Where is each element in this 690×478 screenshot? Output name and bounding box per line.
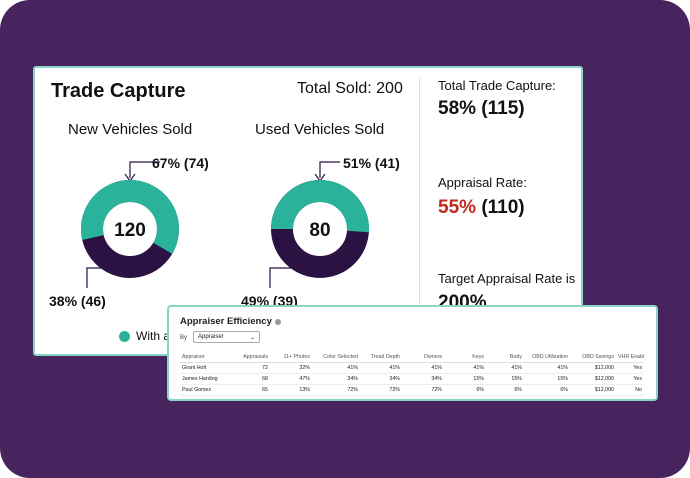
used-vehicles-title: Used Vehicles Sold — [255, 121, 385, 138]
new-bottom-leader — [86, 260, 131, 288]
new-bottom-arrow — [124, 256, 136, 266]
used-donut-teal — [271, 180, 369, 278]
trade-capture-card: Trade Capture Total Sold: 200 New Vehicl… — [33, 66, 583, 356]
column-header[interactable]: Appraisals — [236, 352, 270, 363]
table-cell: 41% — [312, 362, 360, 374]
table-cell: 41% — [360, 362, 402, 374]
column-header[interactable]: OBD Utilization — [524, 352, 570, 363]
table-row[interactable]: Paul Gomez 65 13% 72% 72% 72% 6% 6% 6% $12,000 No — [180, 384, 644, 396]
table-cell: 32% — [270, 362, 312, 374]
table-cell: 41% — [486, 362, 524, 374]
legend-teal-dot — [119, 330, 130, 342]
info-icon[interactable] — [274, 318, 281, 325]
divider — [419, 78, 420, 308]
table-cell: 6% — [486, 384, 524, 396]
new-bottom-label: 38% (46) — [49, 293, 106, 309]
appraiser-efficiency-title: Appraiser Efficiency — [180, 316, 281, 327]
table-cell: 34% — [312, 373, 360, 385]
new-top-leader — [129, 161, 160, 178]
appraisal-rate-count: (110) — [481, 197, 525, 218]
table-cell: 34% — [402, 373, 444, 385]
table-cell: 72% — [402, 384, 444, 396]
table-cell: 6% — [524, 384, 570, 396]
table-row[interactable]: Grant Holt 72 32% 41% 41% 41% 41% 41% 41% $12,000… — [180, 362, 644, 374]
appraiser-efficiency-title-text: Appraiser Efficiency — [180, 316, 272, 327]
appraisal-rate-label: Appraisal Rate: — [438, 175, 527, 190]
appraiser-efficiency-card: Appraiser Efficiency By Appraiser ⌄ Appr… — [167, 305, 658, 401]
used-vehicles-donut: 80 — [269, 161, 369, 288]
table-row[interactable]: James Harding 68 47% 34% 34% 34% 15% 15% 15% $12,… — [180, 373, 644, 385]
table-cell: 41% — [402, 362, 444, 374]
table-cell: $12,000 — [570, 362, 616, 374]
appraiser-select-value: Appraiser — [198, 334, 224, 340]
new-donut-teal — [81, 180, 179, 278]
used-top-leader — [319, 161, 340, 178]
table-cell: 15% — [486, 373, 524, 385]
table-cell: 6% — [444, 384, 486, 396]
table-cell: 72% — [312, 384, 360, 396]
column-header[interactable]: Appraiser — [180, 352, 236, 363]
table-cell: 15% — [444, 373, 486, 385]
table-body: Grant Holt 72 32% 41% 41% 41% 41% 41% 41% $12,000… — [180, 362, 644, 396]
chevron-down-icon: ⌄ — [249, 334, 255, 341]
new-vehicles-title: New Vehicles Sold — [68, 121, 193, 138]
column-header[interactable]: Color Selected — [312, 352, 360, 363]
table-cell: 72 — [236, 362, 270, 374]
column-header[interactable]: OBD Savings — [570, 352, 616, 363]
total-sold: Total Sold: 200 — [297, 80, 403, 97]
target-appraisal-label: Target Appraisal Rate is — [438, 271, 576, 286]
used-vehicles-count: 80 — [309, 220, 330, 241]
table-cell: 15% — [524, 373, 570, 385]
table-cell: Yes — [616, 362, 644, 374]
table-cell: 41% — [524, 362, 570, 374]
table-header-row: Appraiser Appraisals 11+ Photos Color Selec… — [180, 352, 644, 363]
total-trade-capture-label: Total Trade Capture: — [438, 78, 556, 93]
new-top-label: 67% (74) — [152, 155, 209, 171]
column-header[interactable]: Owners — [402, 352, 444, 363]
appraisal-rate-value: 55% (110) — [438, 197, 525, 219]
table-cell: Paul Gomez — [180, 384, 236, 396]
column-header[interactable]: VHR Enabled — [616, 352, 644, 363]
table-cell: 72% — [360, 384, 402, 396]
table-cell: 47% — [270, 373, 312, 385]
table-cell: 41% — [444, 362, 486, 374]
by-label: By — [180, 335, 188, 341]
card-title: Trade Capture — [51, 80, 186, 102]
used-bottom-arrow — [314, 256, 326, 266]
table-cell: Grant Holt — [180, 362, 236, 374]
appraiser-select[interactable]: Appraiser ⌄ — [193, 331, 260, 343]
column-header[interactable]: Body — [486, 352, 524, 363]
table-cell: $12,000 — [570, 373, 616, 385]
new-vehicles-count: 120 — [114, 220, 146, 241]
used-bottom-leader — [269, 260, 321, 288]
new-vehicles-donut: 120 — [81, 161, 179, 288]
total-trade-capture-value: 58% (115) — [438, 98, 525, 119]
column-header[interactable]: Keys — [444, 352, 486, 363]
table-cell: Yes — [616, 373, 644, 385]
column-header[interactable]: Tread Depth — [360, 352, 402, 363]
table-cell: 68 — [236, 373, 270, 385]
table-cell: 34% — [360, 373, 402, 385]
used-top-label: 51% (41) — [343, 155, 400, 171]
table-cell: 13% — [270, 384, 312, 396]
table-cell: $12,000 — [570, 384, 616, 396]
appraiser-table: Appraiser Appraisals 11+ Photos Color Selec… — [180, 352, 644, 396]
table-cell: No — [616, 384, 644, 396]
appraisal-rate-percent: 55% — [438, 197, 477, 218]
table-cell: 65 — [236, 384, 270, 396]
column-header[interactable]: 11+ Photos — [270, 352, 312, 363]
table-cell: James Harding — [180, 373, 236, 385]
